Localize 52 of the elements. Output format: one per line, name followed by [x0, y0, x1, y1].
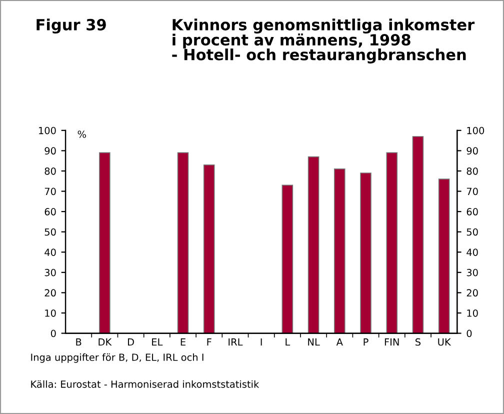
x-tick-label: A	[336, 338, 343, 346]
y-tick-label: 50	[44, 228, 56, 236]
x-tick-label: IRL	[228, 338, 243, 346]
y2-tick-label: 0	[466, 330, 472, 338]
chart-title: Figur 39	[36, 18, 106, 34]
y-tick-label: 20	[44, 289, 56, 297]
y-tick-label: 30	[44, 268, 56, 276]
x-tick-label: F	[207, 338, 212, 346]
bar	[308, 156, 320, 334]
y2-tick-label: 20	[466, 289, 478, 297]
bar	[438, 178, 450, 334]
y-axis-title: %	[78, 130, 86, 138]
bar	[412, 136, 424, 334]
bar	[203, 164, 215, 334]
y-tick-label: 100	[39, 126, 56, 134]
y-tick-label: 10	[45, 309, 56, 317]
y2-tick-label: 60	[466, 208, 478, 216]
x-tick-label: L	[286, 338, 290, 346]
bar	[334, 168, 346, 334]
x-tick-label: E	[180, 338, 186, 346]
y-tick-label: 40	[44, 248, 56, 256]
x-tick-label: S	[416, 338, 421, 346]
y2-tick-label: 30	[466, 268, 478, 276]
x-tick-label: UK	[438, 338, 452, 346]
x-tick-label: I	[260, 338, 262, 346]
x-tick-label: B	[76, 338, 82, 346]
bar	[282, 184, 294, 334]
x-tick-label: NL	[308, 338, 320, 346]
x-tick-label: P	[364, 338, 368, 346]
chart-subtitle: Kvinnors genomsnittliga inkomster i procent av männens, 1998 - Hotell- och restaurangbranschen	[172, 18, 475, 64]
y-tick-label: 80	[44, 167, 56, 175]
bar	[386, 152, 398, 334]
x-tick-label: EL	[152, 338, 163, 346]
y-tick-label: 60	[44, 208, 56, 216]
y-tick-label: 90	[44, 147, 56, 155]
y2-tick-label: 10	[467, 309, 478, 317]
text: Källa: Eurostat - Harmoniserad inkomststatistik	[31, 380, 260, 388]
x-tick-label: DK	[98, 338, 112, 346]
y-tick-label: 0	[50, 330, 56, 338]
y2-tick-label: 50	[466, 228, 478, 236]
y2-tick-label: 90	[466, 147, 478, 155]
y-tick-label: 70	[44, 188, 56, 196]
y2-tick-label: 70	[466, 188, 478, 196]
y2-tick-label: 40	[466, 248, 478, 256]
text: Inga uppgifter för B, D, EL, IRL och I	[31, 353, 204, 363]
y2-tick-label: 80	[466, 167, 478, 175]
x-tick-label: D	[128, 338, 134, 346]
y2-tick-label: 100	[467, 126, 484, 134]
bar	[360, 172, 372, 334]
x-tick-label: FIN	[384, 338, 399, 346]
bar	[99, 152, 110, 334]
bar	[177, 152, 189, 334]
